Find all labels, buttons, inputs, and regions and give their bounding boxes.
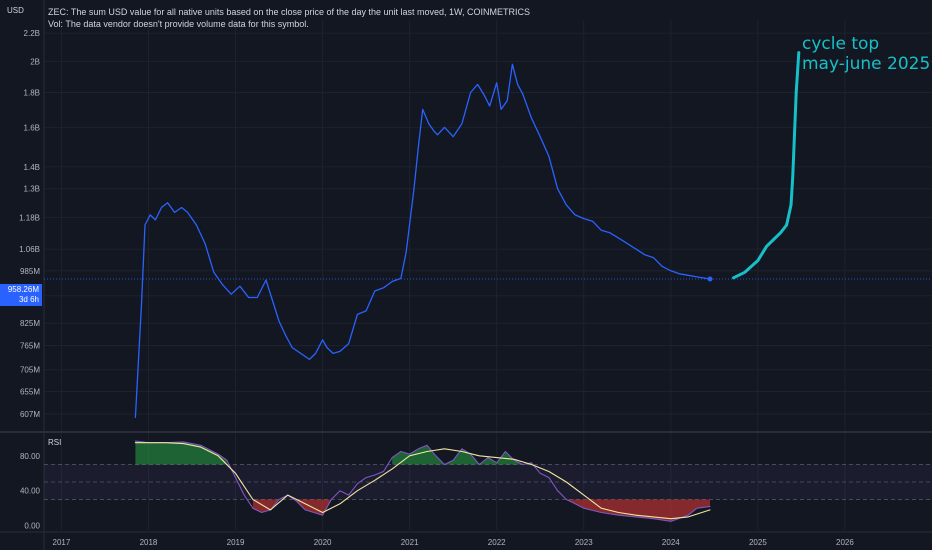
rsi-y-tick-label: 0.00 <box>24 522 40 531</box>
y-tick-label: 985M <box>20 267 40 276</box>
x-tick-label: 2021 <box>401 538 419 547</box>
annotation-line-1: cycle top <box>802 34 880 54</box>
chart-header: ZEC: The sum USD value for all native un… <box>48 6 530 30</box>
rsi-ma-line <box>134 442 711 520</box>
last-price-tag: 958.26M 3d 6h <box>0 284 42 306</box>
y-tick-label: 705M <box>20 366 40 375</box>
annotation-line-2: may-june 2025 <box>802 54 931 74</box>
bar-countdown: 3d 6h <box>18 295 39 304</box>
projection-line <box>732 51 801 280</box>
x-tick-label: 2024 <box>662 538 680 547</box>
rsi-overbought-fill <box>392 445 532 465</box>
rsi-y-tick-label: 40.00 <box>20 487 41 496</box>
x-tick-label: 2025 <box>749 538 767 547</box>
y-tick-label: 1.18B <box>19 213 40 222</box>
y-tick-label: 1.6B <box>24 123 40 132</box>
x-tick-label: 2023 <box>575 538 593 547</box>
price-series-line <box>134 63 711 419</box>
x-tick-label: 2017 <box>53 538 71 547</box>
x-tick-label: 2020 <box>314 538 332 547</box>
rsi-line <box>134 440 711 522</box>
y-tick-label: 655M <box>20 387 40 396</box>
x-tick-label: 2026 <box>836 538 854 547</box>
rsi-pane-label: RSI <box>48 438 62 447</box>
currency-label[interactable]: USD <box>7 6 24 15</box>
y-tick-label: 607M <box>20 410 40 419</box>
y-tick-label: 2B <box>30 57 40 66</box>
x-tick-label: 2019 <box>227 538 245 547</box>
y-tick-label: 1.8B <box>24 88 40 97</box>
rsi-oversold-fill <box>252 499 280 513</box>
last-price-dot <box>707 276 713 282</box>
y-tick-label: 1.06B <box>19 245 40 254</box>
y-tick-label: 1.3B <box>24 185 40 194</box>
y-tick-label: 765M <box>20 342 40 351</box>
y-tick-label: 1.4B <box>24 163 40 172</box>
rsi-y-tick-label: 80.00 <box>20 452 41 461</box>
y-tick-label: 825M <box>20 319 40 328</box>
last-price-value: 958.26M <box>7 285 39 294</box>
x-tick-label: 2018 <box>140 538 158 547</box>
cycle-top-annotation: cycle top may-june 2025 <box>802 34 930 74</box>
x-tick-label: 2022 <box>488 538 506 547</box>
rsi-overbought-fill <box>135 441 227 465</box>
y-tick-label: 2.2B <box>24 29 40 38</box>
rsi-oversold-fill <box>566 499 710 522</box>
volume-note: Vol: The data vendor doesn't provide vol… <box>48 19 309 29</box>
chart-title: ZEC: The sum USD value for all native un… <box>48 7 531 17</box>
